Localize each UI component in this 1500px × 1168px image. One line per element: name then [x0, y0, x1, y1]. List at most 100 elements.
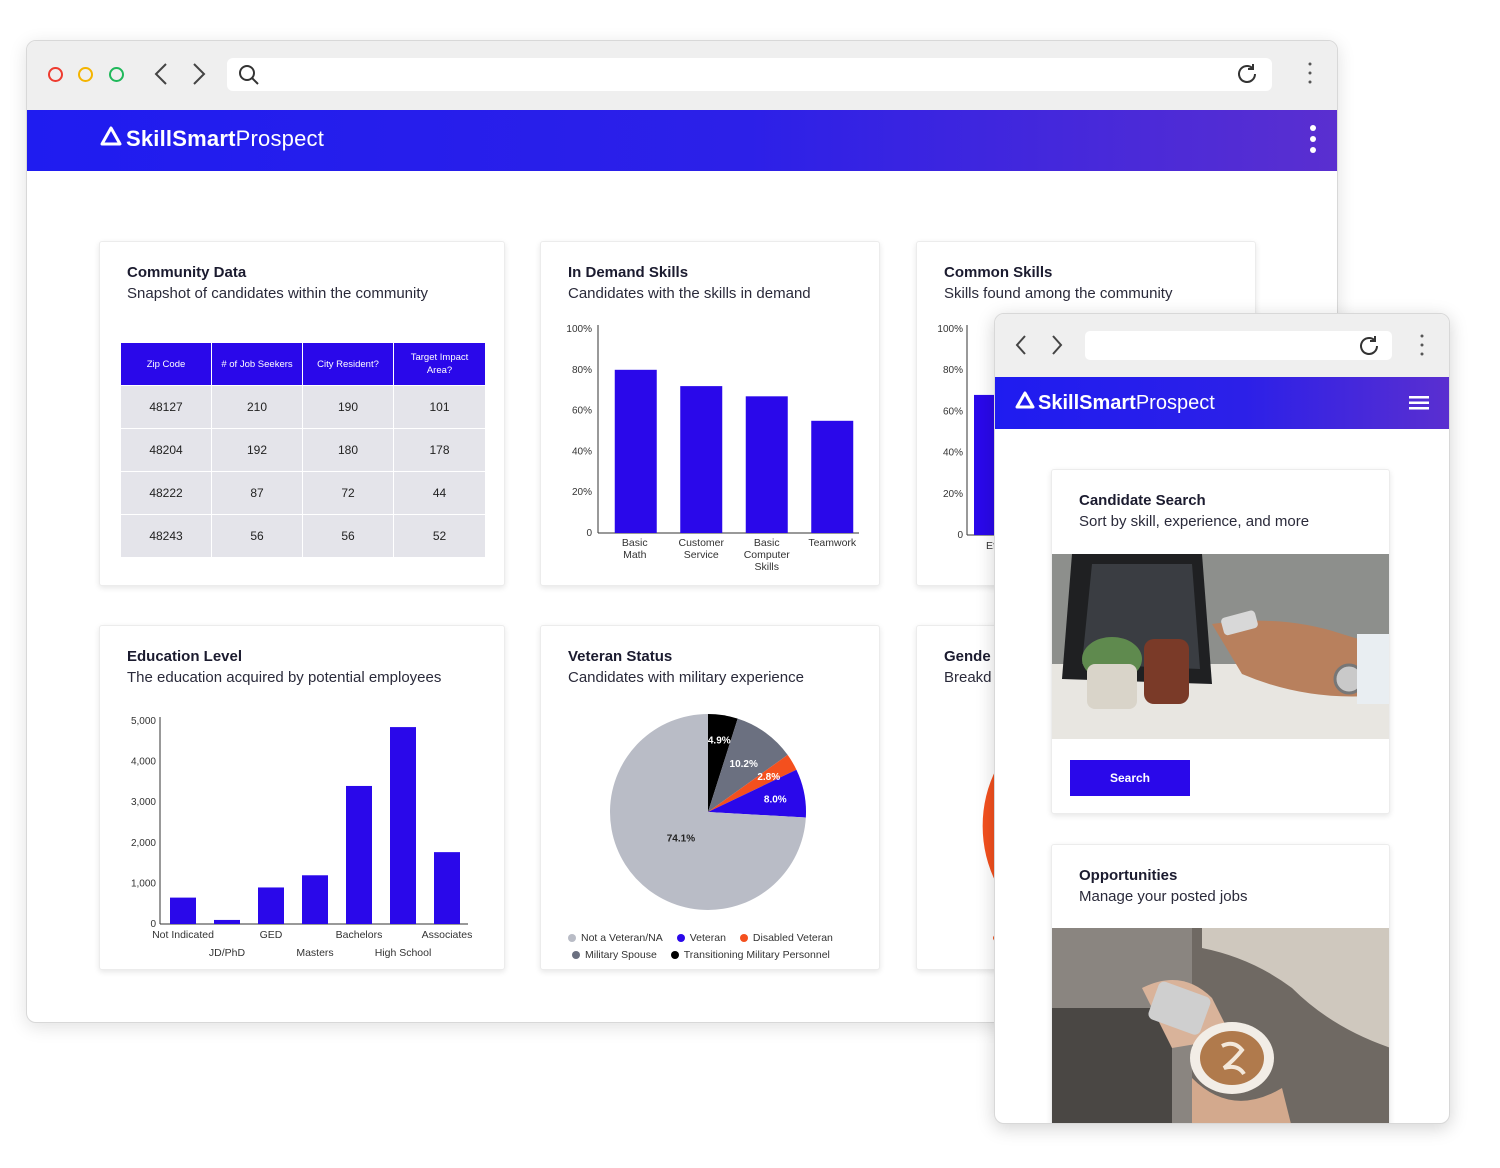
legend-label: Not a Veteran/NA [581, 932, 663, 944]
reload-icon[interactable] [1234, 61, 1260, 92]
y-tick-label: 80% [572, 365, 592, 376]
brand-logo[interactable]: SkillSmart Prospect [100, 126, 324, 152]
pie-slice-label: 2.8% [757, 772, 780, 783]
legend-item: Not a Veteran/NA [568, 932, 663, 944]
x-tick-label: Skills [754, 561, 779, 573]
card-subtitle: Skills found among the community [944, 285, 1173, 302]
table-row: 48127 210 190 101 [121, 385, 485, 428]
table-cell: 48127 [121, 385, 212, 428]
table-cell: 101 [394, 385, 485, 428]
minimize-window-button[interactable] [78, 67, 93, 82]
table-cell: 44 [394, 471, 485, 514]
bar [214, 919, 240, 924]
forward-icon[interactable] [185, 60, 213, 88]
maximize-window-button[interactable] [109, 67, 124, 82]
card-title: Education Level [127, 648, 243, 665]
y-tick-label: 80% [943, 365, 963, 376]
x-tick-label: High School [375, 947, 432, 959]
bar [258, 887, 284, 924]
card-subtitle: Candidates with the skills in demand [568, 285, 811, 302]
legend-swatch [670, 951, 679, 959]
y-tick-label: 4,000 [131, 757, 156, 768]
browser-menu-icon[interactable] [1419, 333, 1425, 362]
y-tick-label: 60% [943, 406, 963, 417]
bar [346, 785, 372, 924]
reload-icon[interactable] [1356, 333, 1382, 364]
y-tick-label: 40% [572, 446, 592, 457]
x-tick-label: Computer [744, 549, 791, 561]
x-tick-label: GED [260, 929, 283, 941]
education-level-card: Education Level The education acquired b… [99, 625, 505, 970]
back-icon[interactable] [147, 60, 175, 88]
table-cell: 52 [394, 514, 485, 557]
veteran-status-pie-chart: 4.9% 10.2% 2.8% 8.0% 74.1% [610, 714, 806, 910]
table-cell: 48204 [121, 428, 212, 471]
y-tick-label: 20% [572, 487, 592, 498]
legend-label: Transitioning Military Personnel [683, 949, 830, 961]
column-header[interactable]: # of Job Seekers [212, 343, 303, 385]
bar [811, 420, 854, 533]
x-tick-label: Associates [422, 929, 473, 941]
pie-slice-label: 8.0% [764, 795, 787, 806]
column-header[interactable]: City Resident? [303, 343, 394, 385]
brand-logo[interactable]: SkillSmart Prospect [1015, 391, 1215, 415]
x-tick-label: Basic [754, 537, 780, 549]
card-title: In Demand Skills [568, 264, 689, 281]
x-tick-label: Ef [986, 540, 996, 552]
pie-legend-row-2: Military Spouse Transitioning Military P… [572, 949, 844, 961]
bar [390, 727, 416, 924]
legend-swatch [572, 951, 580, 959]
brand-name-light: Prospect [235, 126, 325, 151]
table-cell: 180 [303, 428, 394, 471]
brand-logo-icon [1015, 391, 1038, 415]
pie-slice [708, 718, 788, 812]
mobile-browser-toolbar [995, 314, 1449, 377]
legend-item: Veteran [676, 932, 726, 944]
legend-swatch [568, 934, 576, 942]
legend-label: Military Spouse [585, 949, 657, 961]
back-icon[interactable] [1015, 334, 1027, 361]
bar [745, 396, 788, 533]
y-tick-label: 2,000 [131, 838, 156, 849]
opportunities-card: Opportunities Manage your posted jobs [1051, 844, 1390, 1123]
close-window-button[interactable] [48, 67, 63, 82]
legend-item: Military Spouse [572, 949, 657, 961]
x-tick-label: Customer [678, 537, 724, 549]
card-subtitle: Sort by skill, experience, and more [1079, 513, 1310, 530]
card-title: Community Data [127, 264, 247, 281]
address-bar[interactable] [1085, 331, 1392, 360]
table-cell: 210 [212, 385, 303, 428]
column-header[interactable]: Target Impact Area? [394, 343, 485, 385]
address-bar[interactable] [227, 58, 1272, 91]
y-tick-label: 20% [943, 489, 963, 500]
mobile-app-header: SkillSmart Prospect [995, 377, 1449, 429]
x-tick-label: Teamwork [808, 537, 857, 549]
card-title: Veteran Status [568, 648, 673, 665]
bar [170, 897, 196, 924]
card-subtitle: The education acquired by potential empl… [127, 669, 442, 686]
card-title: Opportunities [1079, 867, 1178, 884]
y-tick-label: 5,000 [131, 716, 156, 727]
y-tick-label: 3,000 [131, 797, 156, 808]
table-row: 48204 192 180 178 [121, 428, 485, 471]
bar [614, 369, 657, 533]
browser-menu-icon[interactable] [1307, 60, 1313, 91]
search-button[interactable]: Search [1070, 760, 1190, 796]
x-tick-label: Bachelors [336, 929, 383, 941]
x-tick-label: JD/PhD [209, 947, 246, 959]
card-subtitle: Breakd [944, 669, 992, 686]
community-data-card: Community Data Snapshot of candidates wi… [99, 241, 505, 586]
column-header[interactable]: Zip Code [121, 343, 212, 385]
kebab-menu-icon[interactable] [1309, 124, 1317, 159]
hamburger-menu-icon[interactable] [1409, 396, 1429, 415]
pie-slice [708, 714, 738, 812]
mobile-browser-window: SkillSmart Prospect Candidate Search Sor… [994, 313, 1450, 1124]
forward-icon[interactable] [1051, 334, 1063, 361]
table-cell: 72 [303, 471, 394, 514]
y-tick-label: 0 [586, 528, 592, 539]
pie-slice [708, 754, 797, 812]
opportunities-photo [1052, 928, 1389, 1123]
pie-slice [610, 714, 806, 910]
brand-name-bold: SkillSmart [126, 126, 236, 151]
pie-slice-label: 10.2% [730, 759, 758, 770]
